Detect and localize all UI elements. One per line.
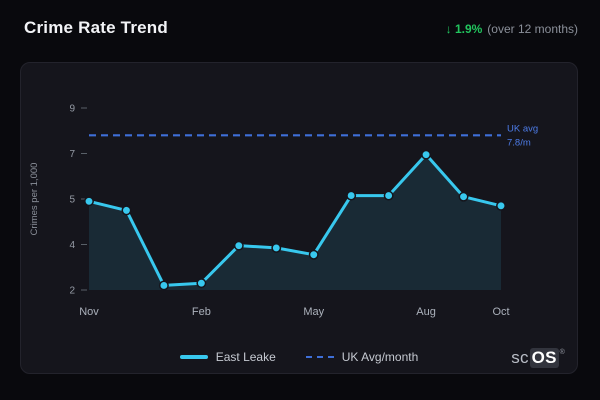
trend-delta-value: 1.9% <box>454 22 483 36</box>
page-header: Crime Rate Trend ↓ 1.9% (over 12 months) <box>24 18 578 38</box>
svg-text:UK avg: UK avg <box>507 123 538 134</box>
legend-item-uk-avg[interactable]: UK Avg/month <box>305 350 419 364</box>
svg-text:4: 4 <box>69 240 75 251</box>
legend-label-uk-avg: UK Avg/month <box>341 350 419 364</box>
legend-item-east-leake[interactable]: East Leake <box>179 350 276 364</box>
svg-text:Oct: Oct <box>492 306 509 318</box>
svg-text:7: 7 <box>69 149 75 160</box>
legend-label-east-leake: East Leake <box>215 350 276 364</box>
logo-prefix: sc <box>511 348 529 367</box>
chart-legend: East Leake UK Avg/month <box>21 350 577 364</box>
svg-text:Aug: Aug <box>416 306 436 318</box>
trend-delta-period: (over 12 months) <box>487 22 578 36</box>
east-leake-line-swatch <box>179 355 208 359</box>
svg-text:Crimes per 1,000: Crimes per 1,000 <box>29 163 40 236</box>
trend-summary: ↓ 1.9% (over 12 months) <box>446 22 578 36</box>
svg-text:7.8/m: 7.8/m <box>507 137 531 148</box>
trend-delta: ↓ 1.9% <box>446 22 483 36</box>
logo-suffix: OS <box>529 348 559 368</box>
down-arrow-icon: ↓ <box>445 22 452 36</box>
scos-logo: sc OS ® <box>511 348 565 368</box>
crime-trend-plot: UK avg 7.8/m 2 4 5 7 9 Nov Feb May Aug Oct Crimes pe… <box>29 104 538 319</box>
uk-avg-line-swatch <box>305 356 334 358</box>
crime-trend-chart-card: UK avg 7.8/m 2 4 5 7 9 Nov Feb May Aug Oct Crimes pe… <box>20 62 578 374</box>
svg-text:9: 9 <box>69 104 75 115</box>
svg-text:2: 2 <box>69 286 75 297</box>
svg-text:5: 5 <box>69 195 75 206</box>
registered-mark: ® <box>559 349 565 356</box>
svg-text:Feb: Feb <box>192 306 211 318</box>
page-title: Crime Rate Trend <box>24 18 168 37</box>
svg-text:May: May <box>303 306 324 318</box>
svg-text:Nov: Nov <box>79 306 99 318</box>
